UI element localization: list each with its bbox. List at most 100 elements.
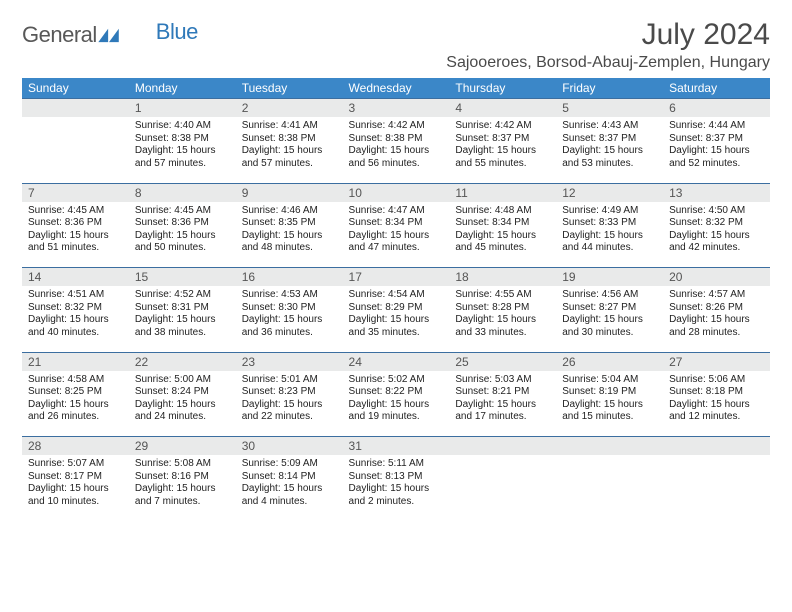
header: General Blue July 2024 — [22, 18, 770, 52]
day-detail-line: and 40 minutes. — [28, 327, 123, 340]
day-detail-line: Daylight: 15 hours — [669, 145, 764, 158]
day-number-cell: 6 — [663, 99, 770, 118]
day-detail-line: Daylight: 15 hours — [242, 314, 337, 327]
day-number-row: 21222324252627 — [22, 352, 770, 371]
day-detail-line: Sunset: 8:14 PM — [242, 471, 337, 484]
day-detail-line: Sunset: 8:29 PM — [349, 302, 444, 315]
day-number-cell: 22 — [129, 352, 236, 371]
day-detail-line: Daylight: 15 hours — [135, 230, 230, 243]
day-content-cell: Sunrise: 5:06 AMSunset: 8:18 PMDaylight:… — [663, 371, 770, 437]
day-content-cell: Sunrise: 4:50 AMSunset: 8:32 PMDaylight:… — [663, 202, 770, 268]
day-detail-line: Sunset: 8:37 PM — [562, 133, 657, 146]
day-detail-line: Daylight: 15 hours — [135, 399, 230, 412]
day-content-cell: Sunrise: 4:52 AMSunset: 8:31 PMDaylight:… — [129, 286, 236, 352]
day-detail-line: Sunrise: 4:45 AM — [135, 205, 230, 218]
day-detail-line: and 12 minutes. — [669, 411, 764, 424]
day-number-cell: 11 — [449, 183, 556, 202]
day-detail-line: Daylight: 15 hours — [455, 230, 550, 243]
day-detail-line: Sunset: 8:38 PM — [242, 133, 337, 146]
day-detail-line: and 47 minutes. — [349, 242, 444, 255]
day-detail-line: Sunrise: 5:02 AM — [349, 374, 444, 387]
day-number-cell: 31 — [343, 437, 450, 456]
day-detail-line: Sunset: 8:13 PM — [349, 471, 444, 484]
day-content-cell — [556, 455, 663, 521]
logo-text-general: General — [22, 22, 97, 48]
logo-text-blue: Blue — [156, 19, 198, 45]
day-number-cell — [22, 99, 129, 118]
day-content-cell — [22, 117, 129, 183]
day-detail-line: Sunrise: 4:58 AM — [28, 374, 123, 387]
day-number-cell: 5 — [556, 99, 663, 118]
day-number-cell: 30 — [236, 437, 343, 456]
day-content-row: Sunrise: 4:51 AMSunset: 8:32 PMDaylight:… — [22, 286, 770, 352]
day-detail-line: and 53 minutes. — [562, 158, 657, 171]
day-detail-line: Sunset: 8:36 PM — [28, 217, 123, 230]
day-number-cell: 16 — [236, 268, 343, 287]
day-detail-line: Sunset: 8:36 PM — [135, 217, 230, 230]
day-number-cell: 21 — [22, 352, 129, 371]
day-detail-line: and 33 minutes. — [455, 327, 550, 340]
day-detail-line: Daylight: 15 hours — [562, 145, 657, 158]
day-detail-line: Daylight: 15 hours — [349, 483, 444, 496]
day-detail-line: and 26 minutes. — [28, 411, 123, 424]
day-content-cell: Sunrise: 5:07 AMSunset: 8:17 PMDaylight:… — [22, 455, 129, 521]
day-detail-line: Sunset: 8:37 PM — [669, 133, 764, 146]
day-number-row: 14151617181920 — [22, 268, 770, 287]
day-content-cell: Sunrise: 4:54 AMSunset: 8:29 PMDaylight:… — [343, 286, 450, 352]
day-detail-line: and 4 minutes. — [242, 496, 337, 509]
calendar-page: General Blue July 2024 Sajooeroes, Borso… — [0, 0, 792, 521]
day-detail-line: Sunset: 8:38 PM — [349, 133, 444, 146]
day-content-cell: Sunrise: 5:04 AMSunset: 8:19 PMDaylight:… — [556, 371, 663, 437]
day-detail-line: Sunset: 8:27 PM — [562, 302, 657, 315]
day-number-cell: 15 — [129, 268, 236, 287]
day-detail-line: Sunrise: 4:57 AM — [669, 289, 764, 302]
day-number-cell: 7 — [22, 183, 129, 202]
day-detail-line: Sunrise: 4:49 AM — [562, 205, 657, 218]
day-detail-line: Sunset: 8:16 PM — [135, 471, 230, 484]
day-content-cell: Sunrise: 5:09 AMSunset: 8:14 PMDaylight:… — [236, 455, 343, 521]
day-detail-line: Daylight: 15 hours — [135, 145, 230, 158]
day-detail-line: Sunrise: 4:43 AM — [562, 120, 657, 133]
day-content-cell: Sunrise: 4:45 AMSunset: 8:36 PMDaylight:… — [22, 202, 129, 268]
day-detail-line: Sunset: 8:19 PM — [562, 386, 657, 399]
day-content-cell: Sunrise: 5:03 AMSunset: 8:21 PMDaylight:… — [449, 371, 556, 437]
day-detail-line: and 36 minutes. — [242, 327, 337, 340]
day-content-cell: Sunrise: 4:48 AMSunset: 8:34 PMDaylight:… — [449, 202, 556, 268]
day-number-cell: 24 — [343, 352, 450, 371]
day-detail-line: and 10 minutes. — [28, 496, 123, 509]
day-detail-line: and 17 minutes. — [455, 411, 550, 424]
day-detail-line: Sunset: 8:26 PM — [669, 302, 764, 315]
day-detail-line: Daylight: 15 hours — [28, 230, 123, 243]
day-detail-line: Daylight: 15 hours — [562, 314, 657, 327]
day-number-row: 123456 — [22, 99, 770, 118]
day-detail-line: Daylight: 15 hours — [455, 145, 550, 158]
day-detail-line: Sunrise: 5:08 AM — [135, 458, 230, 471]
day-detail-line: Daylight: 15 hours — [28, 314, 123, 327]
day-detail-line: Sunset: 8:38 PM — [135, 133, 230, 146]
day-detail-line: Sunset: 8:21 PM — [455, 386, 550, 399]
day-number-cell: 3 — [343, 99, 450, 118]
day-number-cell: 28 — [22, 437, 129, 456]
day-number-cell: 8 — [129, 183, 236, 202]
day-detail-line: Sunrise: 5:07 AM — [28, 458, 123, 471]
day-detail-line: Sunrise: 4:50 AM — [669, 205, 764, 218]
day-detail-line: Daylight: 15 hours — [562, 230, 657, 243]
day-detail-line: Sunset: 8:34 PM — [455, 217, 550, 230]
day-detail-line: and 44 minutes. — [562, 242, 657, 255]
day-content-cell: Sunrise: 4:42 AMSunset: 8:37 PMDaylight:… — [449, 117, 556, 183]
day-detail-line: Daylight: 15 hours — [28, 399, 123, 412]
day-detail-line: Daylight: 15 hours — [135, 483, 230, 496]
day-detail-line: and 57 minutes. — [242, 158, 337, 171]
day-content-cell: Sunrise: 4:55 AMSunset: 8:28 PMDaylight:… — [449, 286, 556, 352]
day-content-cell: Sunrise: 4:53 AMSunset: 8:30 PMDaylight:… — [236, 286, 343, 352]
day-detail-line: Daylight: 15 hours — [349, 314, 444, 327]
day-detail-line: Daylight: 15 hours — [669, 230, 764, 243]
day-detail-line: Sunrise: 4:44 AM — [669, 120, 764, 133]
day-content-cell: Sunrise: 4:43 AMSunset: 8:37 PMDaylight:… — [556, 117, 663, 183]
day-detail-line: Sunrise: 4:46 AM — [242, 205, 337, 218]
day-detail-line: Sunrise: 4:40 AM — [135, 120, 230, 133]
day-detail-line: Sunset: 8:33 PM — [562, 217, 657, 230]
day-detail-line: Sunrise: 5:01 AM — [242, 374, 337, 387]
calendar-body: 123456Sunrise: 4:40 AMSunset: 8:38 PMDay… — [22, 99, 770, 522]
day-detail-line: and 48 minutes. — [242, 242, 337, 255]
